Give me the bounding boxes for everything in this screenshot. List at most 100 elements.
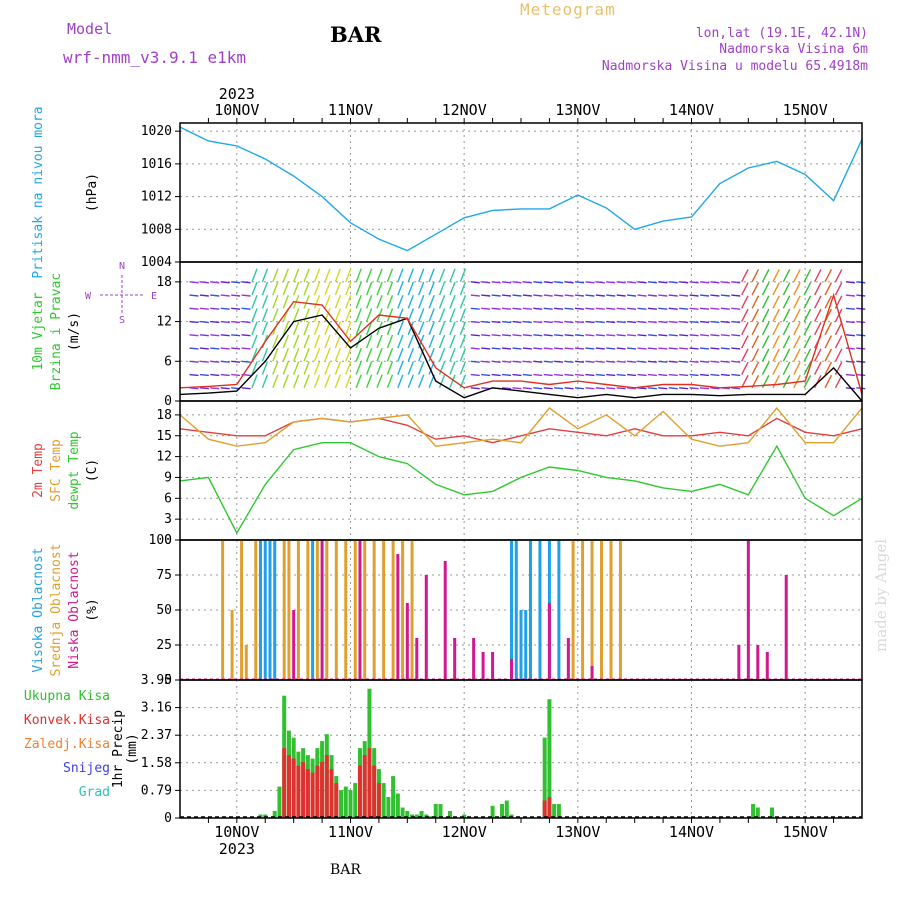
wind-barb <box>814 269 822 283</box>
wind-barb <box>220 360 230 363</box>
wind-barb <box>751 348 760 362</box>
wind-barb <box>637 360 647 363</box>
wind-barb <box>418 295 425 309</box>
precip-legend-item: Zaledj.Kisa <box>24 737 110 752</box>
cloud-bar-cloud-low <box>590 666 594 680</box>
wind-barb <box>595 387 605 390</box>
wind-barb <box>803 282 812 296</box>
wind-barb <box>251 321 258 336</box>
wind-barb <box>418 347 425 362</box>
wind-barb <box>856 373 866 377</box>
wind-barb <box>689 387 699 390</box>
wind-barb <box>501 373 512 377</box>
wind-barb <box>241 347 251 350</box>
wind-barb <box>345 268 352 283</box>
cloud-bar-cloud-low <box>320 540 324 680</box>
wind-barb <box>303 321 310 336</box>
wind-barb <box>793 295 801 309</box>
wind-barb <box>658 307 668 310</box>
wind-barb <box>627 373 637 377</box>
wind-barb <box>834 282 843 296</box>
wind-barb <box>564 360 574 363</box>
wind-barb <box>438 361 446 375</box>
wind-barb <box>397 281 404 296</box>
wind-barb <box>533 307 543 310</box>
wind-barb <box>231 360 241 363</box>
wind-barb <box>220 294 230 297</box>
wind-barb <box>386 334 394 349</box>
wind-barb <box>376 281 383 296</box>
wind-barb <box>814 374 822 389</box>
wind-barb <box>501 360 512 363</box>
wind-barb <box>220 347 230 350</box>
wind-barb <box>449 295 456 309</box>
wind-barb <box>585 387 595 390</box>
wind-barb <box>282 268 289 283</box>
y-tick-label: 6 <box>164 491 172 506</box>
wind-barb <box>772 374 780 389</box>
precip-bar-precip-total <box>381 783 386 818</box>
panel-ylabel-cloud: (%) <box>85 598 100 621</box>
wind-barb <box>470 347 480 350</box>
wind-barb <box>834 361 843 375</box>
wind-barb <box>658 347 668 350</box>
wind-barb <box>491 281 501 284</box>
panel-ylabel-pressure: (hPa) <box>85 173 100 212</box>
wind-barb <box>564 307 574 310</box>
wind-barb <box>355 281 362 296</box>
panel-ylabel-temp: 2m Temp <box>31 443 46 498</box>
wind-barb <box>699 320 710 324</box>
wind-barb <box>376 334 383 349</box>
wind-barb <box>564 320 574 324</box>
wind-barb <box>407 295 415 309</box>
precip-bar-precip-conv <box>367 748 372 818</box>
wind-barb <box>428 308 435 322</box>
wind-barb <box>418 281 425 296</box>
wind-barb <box>512 320 522 324</box>
wind-barb <box>856 281 866 284</box>
precip-bar-precip-conv <box>305 769 310 818</box>
wind-barb <box>334 268 342 283</box>
wind-barb <box>720 360 730 363</box>
wind-barb <box>334 295 342 309</box>
wind-barb <box>449 321 456 336</box>
precip-bar-precip-total <box>348 790 353 818</box>
wind-barb <box>501 320 512 324</box>
wind-barb <box>782 348 791 362</box>
cloud-bar-cloud-mid <box>410 540 414 680</box>
wind-barb <box>543 373 553 377</box>
compass-n: N <box>119 261 125 272</box>
wind-barb <box>595 294 605 297</box>
wind-barb <box>407 361 415 375</box>
cloud-bar-cloud-low <box>491 652 495 680</box>
y-tick-label: 0 <box>164 394 172 409</box>
wind-barb <box>501 307 512 310</box>
precip-bar-precip-total <box>272 811 277 818</box>
wind-barb <box>637 294 647 297</box>
cloud-bar-cloud-low <box>358 540 362 680</box>
panel-ylabel-wind: Brzina i Pravac <box>49 273 64 390</box>
wind-barb <box>438 268 446 283</box>
precip-bar-precip-total <box>391 776 396 818</box>
wind-barb <box>522 360 532 363</box>
date-label-top: 11NOV <box>328 101 373 119</box>
precip-bar-precip-total <box>353 783 358 818</box>
wind-barb <box>189 294 199 297</box>
wind-barb <box>210 281 220 284</box>
cloud-bar-cloud-low <box>292 610 296 680</box>
wind-barb <box>241 387 251 390</box>
wind-barb <box>606 334 616 337</box>
wind-barb <box>834 348 843 362</box>
panel-frame-pressure <box>179 122 863 263</box>
precip-bar-precip-conv <box>362 755 367 818</box>
wind-barb <box>376 361 383 375</box>
wind-barb <box>251 295 258 309</box>
wind-barb <box>199 294 209 297</box>
wind-barb <box>574 320 585 324</box>
wind-barb <box>189 281 199 284</box>
wind-barb <box>397 295 404 309</box>
wind-barb <box>334 334 342 349</box>
y-tick-label: 12 <box>156 450 172 465</box>
wind-barb <box>293 308 300 322</box>
wind-barb <box>647 347 657 350</box>
